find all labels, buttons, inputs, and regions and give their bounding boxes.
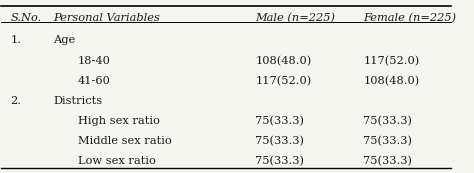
- Text: 2.: 2.: [10, 96, 21, 106]
- Text: Age: Age: [53, 35, 75, 45]
- Text: 75(33.3): 75(33.3): [255, 156, 304, 166]
- Text: 117(52.0): 117(52.0): [364, 56, 419, 66]
- Text: 75(33.3): 75(33.3): [364, 136, 412, 146]
- Text: Personal Variables: Personal Variables: [53, 13, 160, 23]
- Text: 75(33.3): 75(33.3): [364, 116, 412, 126]
- Text: 1.: 1.: [10, 35, 21, 45]
- Text: 41-60: 41-60: [78, 76, 111, 86]
- Text: High sex ratio: High sex ratio: [78, 116, 160, 126]
- Text: Districts: Districts: [53, 96, 102, 106]
- Text: 108(48.0): 108(48.0): [255, 56, 312, 66]
- Text: 75(33.3): 75(33.3): [255, 116, 304, 126]
- Text: Male (n=225): Male (n=225): [255, 13, 336, 24]
- Text: 75(33.3): 75(33.3): [255, 136, 304, 146]
- Text: 108(48.0): 108(48.0): [364, 76, 419, 86]
- Text: Middle sex ratio: Middle sex ratio: [78, 136, 172, 146]
- Text: 18-40: 18-40: [78, 56, 111, 66]
- Text: Low sex ratio: Low sex ratio: [78, 156, 156, 166]
- Text: 117(52.0): 117(52.0): [255, 76, 312, 86]
- Text: S.No.: S.No.: [10, 13, 42, 23]
- Text: 75(33.3): 75(33.3): [364, 156, 412, 166]
- Text: Female (n=225): Female (n=225): [364, 13, 456, 24]
